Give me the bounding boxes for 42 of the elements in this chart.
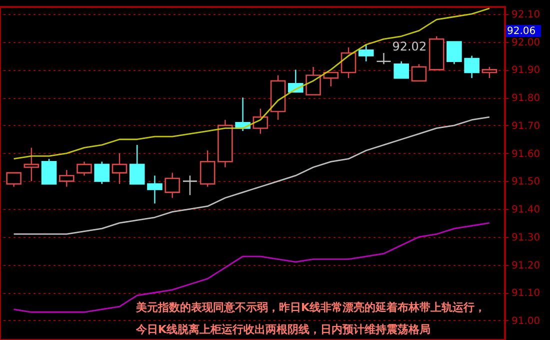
- candlestick: [94, 161, 110, 185]
- candlestick: [129, 144, 145, 185]
- candlestick: [41, 158, 57, 185]
- annotation: 美元指数的表现同意不示弱，昨日K线非常漂亮的延着布林带上轨运行，: [135, 301, 486, 314]
- candlestick: [24, 147, 40, 182]
- candlestick: [182, 174, 198, 196]
- candlestick: [59, 169, 74, 188]
- candlestick: [112, 152, 128, 185]
- candlestick: [164, 172, 180, 198]
- line-series: [13, 222, 490, 313]
- y-tick-label: 92.00: [512, 37, 540, 48]
- candlestick: [323, 72, 339, 88]
- candlestick: [252, 108, 268, 134]
- y-tick-label: 91.00: [512, 316, 540, 327]
- candlestick: [358, 44, 374, 62]
- text: 92.06: [507, 26, 536, 37]
- candlestick: [394, 60, 409, 79]
- candlestick: [76, 161, 92, 176]
- y-tick-label: 92.10: [512, 9, 540, 20]
- candlestick: [200, 150, 216, 188]
- candlestick: [6, 172, 22, 188]
- y-tick-label: 91.50: [512, 176, 540, 188]
- candlestick: [411, 64, 427, 82]
- candlestick: [464, 55, 480, 79]
- annotation: 今日K线脱离上柜运行收出两根阴线，日内预计维持震荡格局: [135, 323, 431, 336]
- candlestick: [340, 46, 356, 79]
- line-series: [13, 8, 490, 160]
- candlestick: [376, 52, 392, 65]
- y-tick-label: 91.60: [512, 148, 540, 160]
- candlestick: [147, 174, 162, 204]
- y-tick-label: 91.80: [512, 93, 540, 104]
- candlestick: [446, 41, 462, 65]
- line-series: [13, 116, 490, 235]
- y-tick-label: 91.70: [512, 120, 540, 132]
- y-tick-label: 91.40: [512, 204, 540, 216]
- y-tick-label: 91.90: [512, 65, 540, 76]
- annotation: 92.02: [392, 39, 427, 54]
- candlestick: [482, 66, 498, 79]
- y-tick-label: 91.10: [512, 288, 540, 300]
- candlestick: [306, 66, 321, 96]
- y-tick-label: 91.30: [512, 232, 540, 244]
- y-tick-label: 91.20: [512, 260, 540, 272]
